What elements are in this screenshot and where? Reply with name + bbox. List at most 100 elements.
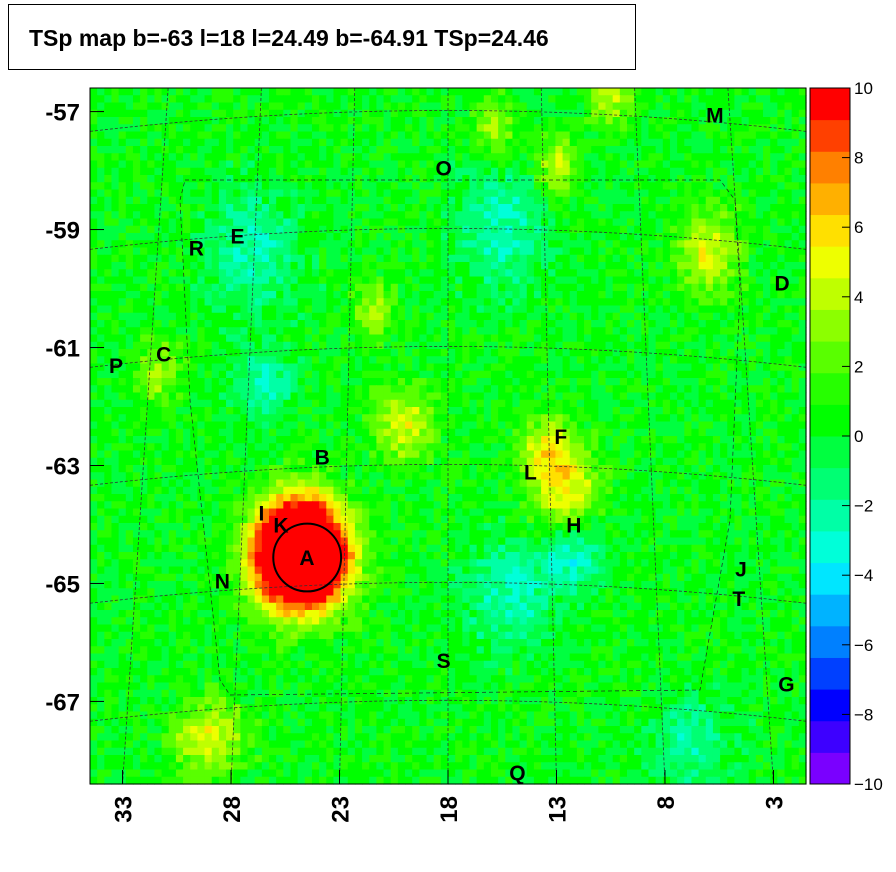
heatmap-cell (462, 204, 471, 212)
heatmap-cell (204, 211, 213, 220)
heatmap-cell (211, 349, 220, 357)
heatmap-cell (655, 196, 664, 205)
heatmap-cell (175, 247, 184, 256)
heatmap-cell (204, 349, 213, 357)
heatmap-cell (390, 247, 399, 256)
heatmap-cell (669, 269, 678, 278)
heatmap-cell (627, 95, 635, 104)
heatmap-cell (684, 189, 693, 198)
heatmap-cell (490, 298, 499, 307)
heatmap-cell (190, 182, 198, 191)
heatmap-cell (405, 385, 413, 394)
heatmap-cell (476, 233, 485, 241)
heatmap-cell (655, 407, 664, 415)
heatmap-cell (541, 189, 549, 198)
heatmap-cell (383, 138, 392, 147)
heatmap-cell (555, 349, 564, 357)
heatmap-cell (211, 254, 220, 263)
heatmap-cell (720, 407, 728, 415)
heatmap-cell (247, 436, 256, 444)
heatmap-cell (390, 363, 399, 372)
heatmap-cell (541, 233, 549, 241)
heatmap-cell (297, 363, 306, 372)
heatmap-cell (211, 341, 220, 350)
heatmap-cell (684, 276, 693, 285)
heatmap-cell (691, 182, 700, 191)
heatmap-cell (412, 414, 420, 423)
heatmap-cell (118, 392, 127, 401)
heatmap-cell (376, 421, 385, 430)
heatmap-cell (505, 298, 514, 307)
heatmap-cell (669, 421, 678, 430)
heatmap-cell (369, 211, 377, 220)
heatmap-cell (548, 240, 556, 249)
heatmap-cell (490, 225, 499, 234)
heatmap-cell (741, 88, 750, 96)
heatmap-cell (362, 102, 370, 111)
heatmap-cell (269, 385, 277, 394)
heatmap-cell (283, 283, 292, 292)
heatmap-cell (698, 240, 707, 249)
heatmap-cell (698, 153, 707, 162)
heatmap-cell (197, 392, 206, 401)
heatmap-cell (648, 138, 657, 147)
heatmap-cell (691, 102, 700, 111)
heatmap-cell (204, 305, 213, 314)
heatmap-cell (476, 153, 485, 162)
heatmap-cell (211, 356, 220, 365)
heatmap-cell (698, 196, 707, 205)
heatmap-cell (548, 407, 556, 415)
heatmap-cell (111, 378, 120, 386)
heatmap-cell (269, 225, 277, 234)
heatmap-cell (741, 196, 750, 205)
heatmap-cell (304, 131, 313, 140)
heatmap-cell (748, 262, 757, 270)
heatmap-cell (390, 334, 399, 343)
heatmap-cell (240, 356, 249, 365)
heatmap-cell (405, 276, 413, 285)
heatmap-cell (254, 153, 263, 162)
heatmap-cell (218, 407, 227, 415)
heatmap-cell (469, 131, 478, 140)
heatmap-cell (240, 370, 249, 379)
heatmap-cell (347, 349, 356, 357)
heatmap-cell (677, 262, 685, 270)
heatmap-cell (512, 414, 521, 423)
heatmap-cell (734, 189, 743, 198)
heatmap-cell (533, 320, 542, 328)
heatmap-cell (483, 109, 492, 118)
heatmap-cell (705, 305, 714, 314)
heatmap-cell (405, 283, 413, 292)
heatmap-cell (140, 283, 148, 292)
heatmap-cell (147, 124, 156, 133)
heatmap-cell (204, 334, 213, 343)
heatmap-cell (269, 124, 277, 133)
heatmap-cell (168, 254, 177, 263)
heatmap-cell (354, 363, 363, 372)
heatmap-cell (627, 363, 635, 372)
heatmap-cell (240, 312, 249, 321)
heatmap-cell (319, 240, 327, 249)
heatmap-cell (211, 414, 220, 423)
heatmap-cell (376, 153, 385, 162)
heatmap-cell (240, 233, 249, 241)
heatmap-cell (161, 414, 170, 423)
heatmap-cell (584, 370, 592, 379)
heatmap-cell (175, 225, 184, 234)
heatmap-cell (211, 262, 220, 270)
heatmap-cell (763, 233, 771, 241)
heatmap-cell (412, 109, 420, 118)
heatmap-cell (569, 320, 578, 328)
heatmap-cell (634, 312, 642, 321)
heatmap-cell (326, 218, 335, 227)
heatmap-cell (533, 175, 542, 183)
heatmap-cell (648, 291, 657, 299)
heatmap-cell (770, 175, 778, 183)
heatmap-cell (483, 414, 492, 423)
heatmap-cell (333, 189, 342, 198)
heatmap-cell (132, 356, 141, 365)
heatmap-cell (648, 436, 657, 444)
heatmap-cell (505, 378, 514, 386)
heatmap-cell (261, 124, 270, 133)
heatmap-cell (483, 262, 492, 270)
